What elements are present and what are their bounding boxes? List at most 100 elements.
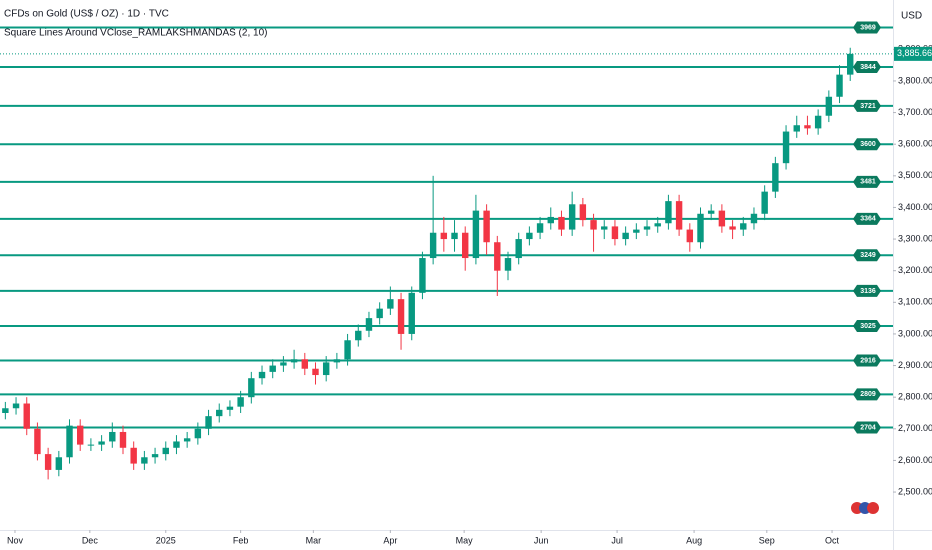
last-price-tag xyxy=(894,46,932,61)
chart-title: CFDs on Gold (US$ / OZ) · 1D · TVC xyxy=(4,9,169,20)
candle-body xyxy=(622,232,629,240)
candle-body xyxy=(526,232,533,240)
candle-body xyxy=(761,191,768,214)
candle-body xyxy=(216,409,223,417)
candle-body xyxy=(34,428,41,455)
candle-body xyxy=(611,226,619,240)
candle-body xyxy=(750,213,758,224)
level-tag xyxy=(853,61,881,74)
candle-body xyxy=(707,210,715,214)
y-tick-label: 3,700.000 xyxy=(898,107,932,117)
candle-body xyxy=(740,223,747,230)
candle-body xyxy=(44,454,52,470)
level-tag xyxy=(853,212,881,225)
flags xyxy=(851,502,879,514)
y-tick-label: 3,500.000 xyxy=(898,170,932,180)
candle-body xyxy=(290,359,298,363)
candle-body xyxy=(205,416,212,429)
y-tick-label: 2,600.000 xyxy=(898,455,932,465)
level-tag xyxy=(853,284,881,297)
candle-body xyxy=(162,447,169,455)
candle-body xyxy=(847,53,854,75)
candle-body xyxy=(280,362,287,366)
x-tick-label: Mar xyxy=(306,535,322,545)
candle-body xyxy=(365,318,373,331)
level-tag xyxy=(853,320,881,333)
candle-body xyxy=(87,444,95,446)
x-tick-label: Jul xyxy=(611,535,623,545)
candle-body xyxy=(55,457,63,470)
candle-body xyxy=(387,299,394,309)
candle-body xyxy=(782,131,790,164)
candle-body xyxy=(12,403,20,409)
indicator-name: Square Lines Around VClose_RAMLAKSHMANDA… xyxy=(4,28,267,39)
y-tick-label: 3,000.000 xyxy=(898,328,932,338)
candle-body xyxy=(269,365,276,372)
x-tick-label: Nov xyxy=(7,535,24,545)
candle-body xyxy=(151,454,159,458)
level-tag xyxy=(853,388,881,401)
candle-body xyxy=(643,226,651,230)
candle-body xyxy=(772,163,779,192)
level-tag xyxy=(853,421,881,434)
level-label: 3249 xyxy=(860,252,876,259)
candle-body xyxy=(173,441,180,448)
level-label: 3481 xyxy=(860,179,876,186)
candle-body xyxy=(697,213,704,243)
candle-body xyxy=(397,299,405,334)
y-tick-label: 3,200.000 xyxy=(898,265,932,275)
level-label: 2809 xyxy=(860,391,876,398)
candle-body xyxy=(504,258,512,271)
candle-body xyxy=(237,397,244,407)
candle-body xyxy=(814,115,822,129)
level-label: 3025 xyxy=(860,323,876,330)
candle-body xyxy=(2,408,9,413)
last-price-label: 3,885.660 xyxy=(897,48,932,58)
y-tick-label: 2,900.000 xyxy=(898,360,932,370)
candle-body xyxy=(183,438,191,442)
x-tick-label: Dec xyxy=(82,535,99,545)
level-tag xyxy=(853,99,881,112)
level-tag xyxy=(853,175,881,188)
level-label: 3136 xyxy=(860,288,876,295)
level-tag xyxy=(853,21,881,34)
candle-body xyxy=(77,425,84,445)
y-tick-label: 3,300.000 xyxy=(898,233,932,243)
candle-body xyxy=(141,457,148,464)
candle-body xyxy=(793,125,800,132)
level-label: 3721 xyxy=(860,103,876,110)
y-tick-label: 3,100.000 xyxy=(898,297,932,307)
candle-body xyxy=(355,330,362,341)
candle-body xyxy=(66,425,73,458)
candle-body xyxy=(376,308,383,319)
level-label: 3969 xyxy=(860,24,876,31)
y-tick-label: 2,700.000 xyxy=(898,423,932,433)
candle-body xyxy=(579,204,587,221)
x-tick-label: Sep xyxy=(759,535,775,545)
candle-body xyxy=(419,258,426,293)
candle-body xyxy=(494,242,501,271)
candle-body xyxy=(98,441,105,445)
candle-body xyxy=(258,371,266,379)
y-tick-label: 2,500.000 xyxy=(898,486,932,496)
level-label: 3364 xyxy=(860,216,876,223)
candle-body xyxy=(825,96,833,116)
level-tag xyxy=(853,138,881,151)
currency: USD xyxy=(901,11,922,22)
candle-body xyxy=(451,232,458,240)
level-tag xyxy=(853,354,881,367)
level-label: 2916 xyxy=(860,357,876,364)
candle-body xyxy=(322,362,330,376)
candle-body xyxy=(601,226,608,230)
level-label: 3844 xyxy=(860,64,876,71)
candle-body xyxy=(590,220,597,230)
candle-body xyxy=(515,239,522,259)
candle-body xyxy=(675,201,683,230)
candle-body xyxy=(804,125,811,129)
candle-body xyxy=(408,292,415,334)
candle-body xyxy=(568,204,576,230)
candle-body xyxy=(312,368,319,376)
candle-body xyxy=(23,403,30,429)
candle-body xyxy=(718,210,726,227)
